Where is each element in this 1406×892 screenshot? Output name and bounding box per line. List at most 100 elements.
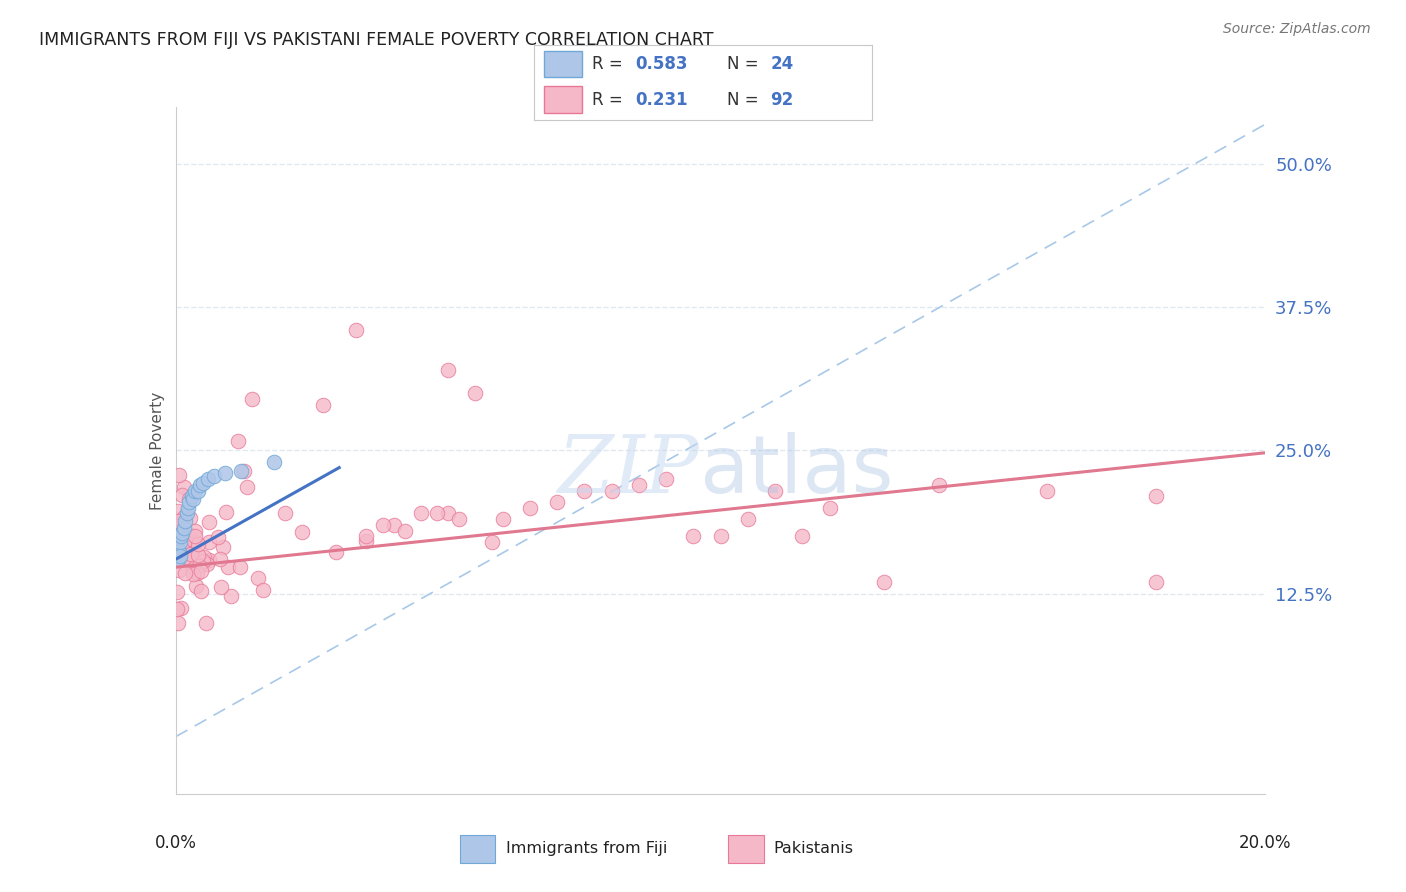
Point: [170, 529, 193, 543]
Point: [198, 535, 221, 549]
Text: Pakistanis: Pakistanis: [773, 841, 853, 855]
Point: [172, 525, 194, 540]
Point: [183, 529, 205, 543]
Point: [215, 505, 238, 519]
Point: [169, 468, 191, 483]
Point: [574, 483, 596, 498]
Point: [426, 507, 449, 521]
Point: [184, 524, 207, 538]
Point: [356, 529, 378, 543]
Point: [437, 363, 460, 377]
Point: [166, 518, 188, 533]
Point: [627, 478, 650, 492]
Point: [229, 559, 252, 574]
Point: [409, 507, 432, 521]
Point: [186, 483, 209, 498]
Point: [818, 500, 841, 515]
Point: [166, 541, 188, 555]
Point: [233, 464, 256, 478]
Point: [325, 544, 347, 558]
Text: R =: R =: [592, 55, 627, 73]
Point: [181, 491, 204, 506]
Point: [170, 523, 193, 537]
Point: [167, 544, 190, 558]
Point: [191, 554, 214, 568]
Point: [166, 514, 188, 528]
Text: 0.0%: 0.0%: [155, 834, 197, 852]
Point: [217, 560, 239, 574]
Point: [179, 495, 201, 509]
FancyBboxPatch shape: [544, 51, 582, 78]
Point: [600, 483, 623, 498]
Point: [214, 467, 236, 481]
Point: [356, 533, 378, 548]
Y-axis label: Female Poverty: Female Poverty: [149, 392, 165, 509]
Point: [1144, 575, 1167, 590]
Point: [1036, 483, 1059, 498]
Point: [273, 506, 295, 520]
Point: [481, 535, 503, 549]
Text: 92: 92: [770, 91, 794, 109]
Point: [655, 472, 678, 486]
Point: [207, 530, 229, 544]
Point: [174, 533, 197, 547]
Point: [176, 507, 198, 521]
Point: [873, 575, 896, 590]
Point: [170, 601, 193, 615]
Text: R =: R =: [592, 91, 627, 109]
Point: [172, 541, 194, 556]
Point: [197, 553, 219, 567]
Point: [174, 515, 197, 529]
Point: [188, 478, 211, 492]
Point: [447, 512, 470, 526]
Text: Source: ZipAtlas.com: Source: ZipAtlas.com: [1223, 22, 1371, 37]
Point: [169, 535, 191, 549]
Point: [236, 479, 259, 493]
Point: [737, 512, 759, 526]
Point: [763, 483, 786, 498]
Point: [166, 616, 188, 631]
Point: [180, 563, 202, 577]
Point: [682, 529, 704, 543]
Point: [371, 517, 394, 532]
FancyBboxPatch shape: [460, 835, 495, 863]
Point: [173, 480, 195, 494]
Text: N =: N =: [727, 91, 763, 109]
Point: [710, 529, 733, 543]
Point: [179, 547, 201, 561]
Point: [184, 483, 207, 498]
Point: [186, 566, 208, 581]
Point: [179, 511, 201, 525]
Point: [437, 507, 460, 521]
FancyBboxPatch shape: [544, 87, 582, 112]
Point: [382, 517, 405, 532]
Point: [202, 468, 225, 483]
Point: [187, 549, 209, 563]
Point: [231, 464, 253, 478]
Text: Immigrants from Fiji: Immigrants from Fiji: [506, 841, 666, 855]
Point: [180, 547, 202, 561]
Point: [184, 534, 207, 549]
Point: [240, 392, 263, 406]
Point: [195, 558, 218, 572]
Text: ZIP: ZIP: [557, 433, 699, 510]
Point: [180, 559, 202, 574]
Point: [174, 566, 197, 580]
Point: [166, 585, 188, 599]
Point: [247, 571, 270, 585]
Point: [170, 488, 193, 502]
Point: [792, 529, 814, 543]
Point: [167, 552, 190, 566]
Point: [187, 537, 209, 551]
Text: 20.0%: 20.0%: [1239, 834, 1292, 852]
Point: [209, 552, 232, 566]
Point: [519, 500, 541, 515]
Point: [167, 504, 190, 518]
Text: IMMIGRANTS FROM FIJI VS PAKISTANI FEMALE POVERTY CORRELATION CHART: IMMIGRANTS FROM FIJI VS PAKISTANI FEMALE…: [39, 31, 714, 49]
Point: [263, 455, 285, 469]
Point: [546, 495, 568, 509]
Point: [177, 526, 200, 541]
Point: [492, 512, 515, 526]
Point: [194, 616, 217, 631]
Text: 24: 24: [770, 55, 794, 73]
